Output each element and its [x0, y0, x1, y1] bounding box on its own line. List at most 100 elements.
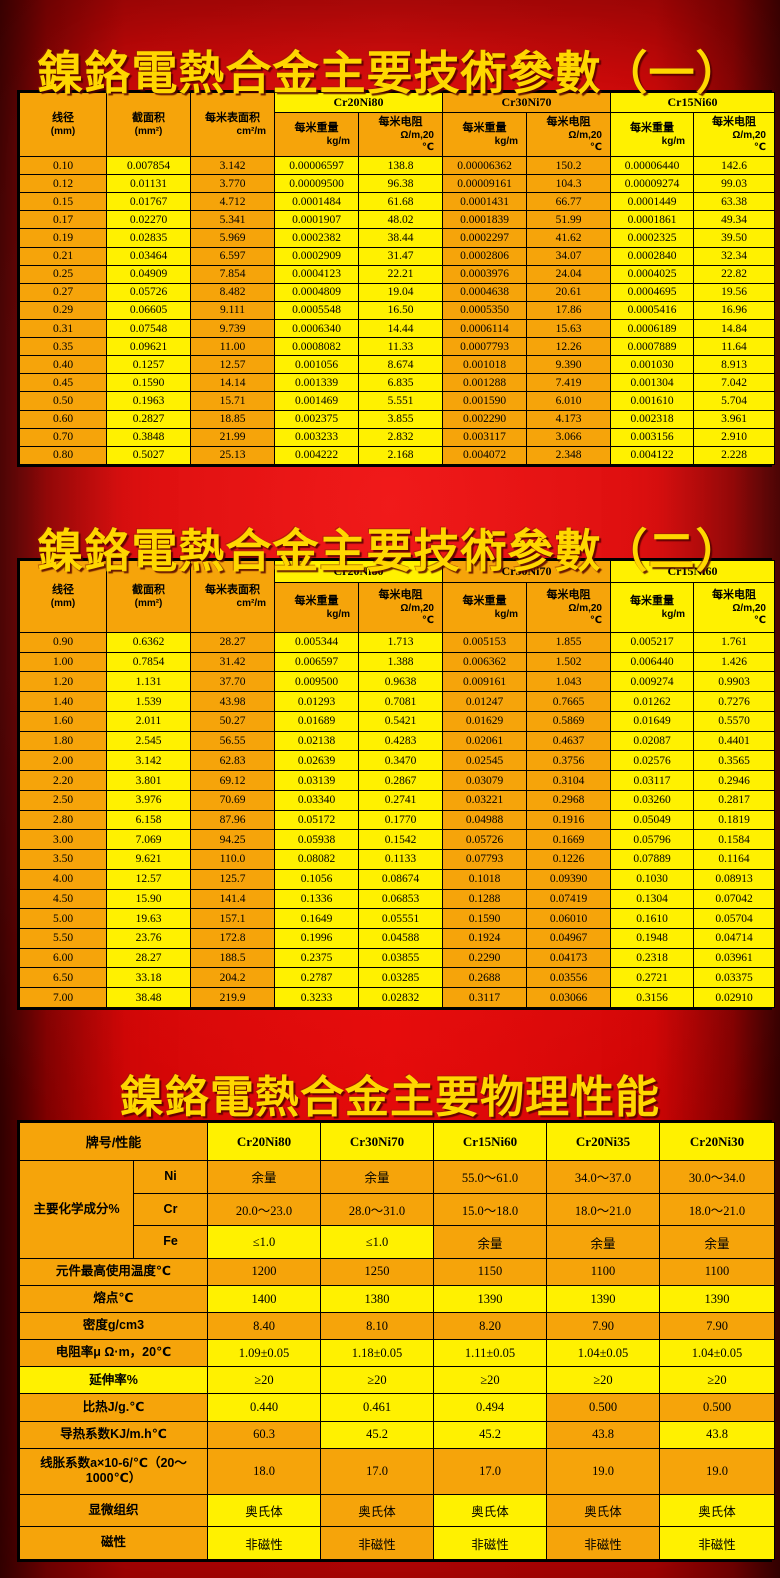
cell: 18.85 — [190, 409, 275, 429]
cell-text: ℃ — [753, 614, 766, 626]
cell: 141.4 — [190, 888, 275, 910]
cell: 3.801 — [106, 770, 191, 791]
cell: 12.57 — [190, 355, 275, 375]
cell: 20.61 — [526, 282, 611, 302]
cell-text: Cr30Ni70 — [501, 95, 552, 109]
cell: 0.2817 — [693, 789, 775, 811]
cell: 1.502 — [526, 651, 611, 673]
cell: 0.5570 — [693, 710, 775, 732]
cell: 45.2 — [433, 1420, 547, 1449]
cell: 0.04173 — [526, 947, 611, 969]
cell: ≥20 — [207, 1366, 321, 1395]
cell: 87.96 — [190, 809, 275, 831]
section2-title: 鎳鉻電熱合金主要技術參數（二） — [37, 523, 743, 578]
cell: 0.02087 — [610, 730, 694, 752]
cell: 奥氏体 — [320, 1493, 434, 1528]
property-label: 电阻率μ Ω·m，20℃ — [19, 1339, 208, 1368]
header-resistance: 每米电阻 Ω/m,20 ℃ — [526, 582, 611, 633]
cell-text: (mm²) — [134, 597, 163, 609]
header-area: 截面积 (mm²) — [106, 92, 191, 157]
header-row: 牌号/性能 Cr20Ni80 Cr30Ni70 Cr15Ni60 Cr20Ni35 Cr2… — [19, 1122, 775, 1161]
cell: 18.0～21.0 — [546, 1192, 660, 1227]
header-surface: 每米表面积 cm²/m — [190, 560, 275, 633]
cell: 0.0004123 — [274, 264, 359, 284]
table-row: 0.80 0.5027 25.13 0.004222 2.168 0.004072 2.34… — [19, 445, 775, 466]
cell: 5.704 — [693, 391, 775, 411]
cell: 0.6362 — [106, 632, 191, 653]
cell-text: 每米重量 — [630, 595, 674, 608]
cell: 0.05049 — [610, 809, 694, 831]
cell: 0.2721 — [610, 967, 694, 989]
cell: 奥氏体 — [659, 1493, 775, 1528]
cell: 0.21 — [19, 246, 107, 266]
cell: 70.69 — [190, 789, 275, 811]
cell: 0.1996 — [274, 928, 359, 949]
cell: 9.621 — [106, 849, 191, 870]
cell: 0.01629 — [442, 710, 527, 732]
cell: 0.2375 — [274, 947, 359, 969]
cell: 0.02545 — [442, 750, 527, 772]
cell: 9.111 — [190, 300, 275, 320]
cell: 0.1336 — [274, 888, 359, 910]
table-row: 0.27 0.05726 8.482 0.0004809 19.04 0.0004638 2… — [19, 282, 775, 302]
cell: 0.005344 — [274, 632, 359, 653]
cell: 104.3 — [526, 174, 611, 194]
cell: 0.40 — [19, 355, 107, 375]
cell: 0.002375 — [274, 409, 359, 429]
cell: 0.009161 — [442, 671, 527, 693]
cell: 0.1226 — [526, 849, 611, 870]
cell: 6.010 — [526, 391, 611, 411]
cell: 0.08913 — [693, 868, 775, 890]
cell: 12.57 — [106, 868, 191, 890]
cell-text: cm²/m — [236, 597, 266, 609]
cell: 9.390 — [526, 355, 611, 375]
table-row: 导热系数KJ/m.h℃ 60.3 45.2 45.2 43.8 43.8 — [19, 1420, 775, 1449]
cell: 0.15 — [19, 192, 107, 212]
cell: 0.0002806 — [442, 246, 527, 266]
cell: 69.12 — [190, 770, 275, 791]
cell: 3.066 — [526, 427, 611, 447]
cell: 7.069 — [106, 829, 191, 851]
cell: 0.17 — [19, 210, 107, 230]
element-label: Cr — [133, 1192, 208, 1227]
cell: 50.27 — [190, 710, 275, 732]
cell: 0.04988 — [442, 809, 527, 831]
table-body: 0.90 0.6362 28.27 0.005344 1.713 0.005153 1.85… — [19, 632, 775, 1008]
table-row: 0.50 0.1963 15.71 0.001469 5.551 0.001590 6.01… — [19, 391, 775, 411]
cell: 24.04 — [526, 264, 611, 284]
cell-text: 每米重量 — [630, 122, 674, 135]
cell: 0.90 — [19, 632, 107, 653]
cell: 0.80 — [19, 445, 107, 466]
cell: 0.01649 — [610, 710, 694, 732]
table-row: 0.31 0.07548 9.739 0.0006340 14.44 0.0006114 1… — [19, 318, 775, 339]
header-alloy: Cr15Ni60 — [433, 1122, 547, 1161]
cell: 6.158 — [106, 809, 191, 831]
cell: 0.1590 — [106, 373, 191, 393]
cell: 0.08082 — [274, 849, 359, 870]
header-resistance: 每米电阻 Ω/m,20 ℃ — [358, 112, 443, 157]
cell: 0.001018 — [442, 355, 527, 375]
cell: 0.2867 — [358, 770, 443, 791]
cell: 3.00 — [19, 829, 107, 851]
cell: 6.835 — [358, 373, 443, 393]
cell-text: Ω/m,20 — [568, 129, 602, 141]
cell: 1390 — [659, 1284, 775, 1314]
cell: 6.597 — [190, 246, 275, 266]
cell: 0.03340 — [274, 789, 359, 811]
cell: 0.0001839 — [442, 210, 527, 230]
cell: 48.02 — [358, 210, 443, 230]
cell: 1250 — [320, 1257, 434, 1286]
cell: 17.86 — [526, 300, 611, 320]
cell: 0.7665 — [526, 691, 611, 712]
cell: 0.0003976 — [442, 264, 527, 284]
table-row: 2.80 6.158 87.96 0.05172 0.1770 0.04988 0.1916… — [19, 809, 775, 831]
cell: 0.05172 — [274, 809, 359, 831]
cell: 0.7081 — [358, 691, 443, 712]
cell: 非磁性 — [433, 1526, 547, 1560]
cell: 0.03260 — [610, 789, 694, 811]
cell: 14.84 — [693, 318, 775, 339]
cell-text: kg/m — [494, 608, 518, 620]
cell: ≤1.0 — [207, 1225, 321, 1259]
cell: 0.005217 — [610, 632, 694, 653]
cell: 0.7854 — [106, 651, 191, 673]
